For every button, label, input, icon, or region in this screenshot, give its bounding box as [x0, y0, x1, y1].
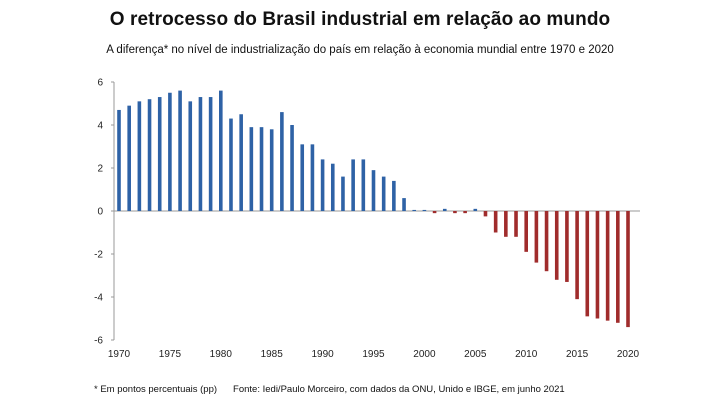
bar [219, 90, 223, 211]
bar [585, 211, 590, 317]
bar [157, 97, 162, 211]
bar [208, 97, 213, 211]
bar [483, 211, 488, 217]
bar [351, 159, 355, 211]
bar [371, 170, 376, 211]
footnote-unit: * Em pontos percentuais (pp) [94, 384, 218, 395]
bar [524, 211, 528, 252]
bar [504, 211, 508, 237]
y-tick-label: -6 [94, 336, 103, 347]
bar [269, 129, 274, 211]
x-tick-label: 1980 [210, 349, 233, 360]
x-tick-label: 2005 [464, 349, 487, 360]
bar [473, 208, 478, 211]
footnote-source: Fonte: Iedi/Paulo Morceiro, com dados da… [233, 384, 565, 395]
bar [554, 211, 559, 280]
bar [249, 127, 254, 211]
x-tick-label: 1990 [311, 349, 334, 360]
bar [412, 209, 417, 211]
bar [575, 211, 579, 300]
y-tick-label: 0 [97, 207, 103, 218]
bar [178, 90, 182, 211]
bar [534, 211, 539, 263]
bar [493, 211, 498, 233]
bar [605, 211, 610, 321]
x-tick-label: 1970 [108, 349, 131, 360]
bar [565, 211, 569, 282]
bar [320, 159, 325, 211]
bar [392, 180, 396, 211]
bar [300, 144, 305, 211]
bar [127, 105, 131, 211]
x-tick-label: 1975 [159, 349, 182, 360]
bar [259, 127, 264, 211]
x-axis: 1970 1975 1980 1985 1990 1995 2000 2005 2010 2015… [108, 210, 640, 360]
x-tick-label: 2015 [566, 349, 589, 360]
x-tick-label: 2000 [413, 349, 436, 360]
bar [137, 101, 142, 211]
bar [453, 211, 457, 214]
x-tick-label: 1985 [261, 349, 284, 360]
bar [616, 211, 620, 323]
bar [290, 125, 294, 211]
y-axis: 6 4 2 0 -2 -4 -6 [94, 78, 115, 347]
y-tick-label: 6 [97, 78, 103, 89]
bar [626, 211, 630, 328]
bar [168, 92, 172, 211]
bar [117, 109, 121, 211]
bar [361, 159, 366, 211]
bar [463, 211, 467, 214]
bar [310, 144, 315, 211]
bar [381, 176, 386, 211]
bar [402, 198, 406, 211]
x-tick-label: 1995 [362, 349, 385, 360]
bar [229, 118, 233, 211]
bar [544, 211, 549, 272]
y-tick-label: -2 [94, 250, 103, 261]
bar [330, 163, 335, 211]
bar [147, 99, 152, 211]
bar [442, 208, 447, 211]
bar [514, 211, 518, 237]
y-tick-label: 4 [97, 121, 103, 132]
footnote: * Em pontos percentuais (pp) Fonte: Iedi/… [94, 384, 565, 395]
y-tick-label: -4 [94, 293, 103, 304]
x-tick-label: 2010 [515, 349, 538, 360]
bar [198, 97, 203, 211]
chart-subtitle: A diferença* no nível de industrializaçã… [106, 44, 614, 56]
y-tick-label: 2 [97, 164, 103, 175]
bar [239, 114, 243, 211]
bar [280, 112, 284, 211]
bar [422, 209, 427, 211]
bar [341, 176, 345, 211]
bar [595, 211, 600, 319]
bar [432, 211, 437, 214]
x-tick-label: 2020 [617, 349, 640, 360]
bars [117, 90, 630, 328]
chart-title: O retrocesso do Brasil industrial em rel… [109, 9, 611, 30]
bar [188, 101, 193, 211]
